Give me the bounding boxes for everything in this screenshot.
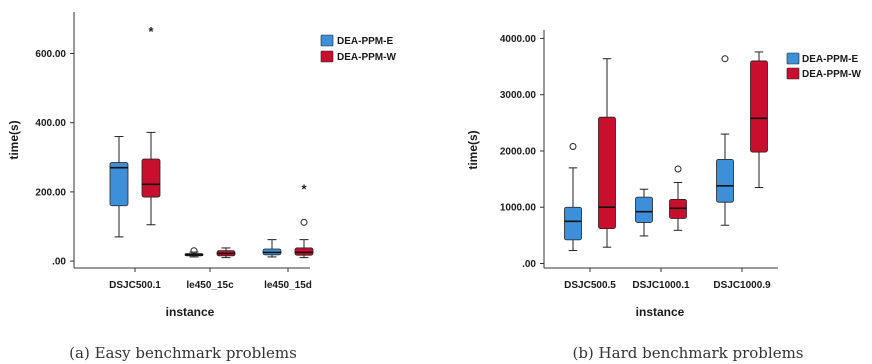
x-tick-label: DSJC500.5 xyxy=(564,280,616,291)
box-w-DSJC500.5 xyxy=(598,58,616,248)
iqr-box xyxy=(716,159,734,203)
legend: DEA-PPM-E DEA-PPM-W xyxy=(786,52,861,80)
caption-easy: (a) Easy benchmark problems xyxy=(69,344,297,362)
x-tick-label: DSJC500.1 xyxy=(109,280,161,291)
iqr-box xyxy=(598,116,616,230)
panel-hard: .00 1000.00 2000.00 3000.00 4000.00 DSJC500.… xyxy=(466,30,861,362)
y-tick-label: .00 xyxy=(52,257,66,268)
box-e-le450_15d xyxy=(262,239,282,258)
boxes: ** xyxy=(109,24,314,259)
box-e-DSJC1000.1 xyxy=(635,188,653,237)
legend-label-w: DEA-PPM-W xyxy=(802,69,861,80)
outlier-point xyxy=(190,247,198,255)
extreme-point: * xyxy=(301,181,307,196)
box-e-DSJC500.5 xyxy=(564,142,582,252)
y-tick-label: 200.00 xyxy=(35,187,66,198)
box-w-le450_15d: * xyxy=(294,181,314,259)
x-ticks: DSJC500.5 DSJC1000.1 DSJC1000.9 xyxy=(564,268,771,291)
legend-label-e: DEA-PPM-E xyxy=(802,54,858,65)
y-tick-label: 600.00 xyxy=(35,49,66,60)
box-e-DSJC1000.9 xyxy=(716,55,734,226)
legend: DEA-PPM-E DEA-PPM-W xyxy=(320,34,396,63)
y-ticks: .00 200.00 400.00 600.00 xyxy=(35,49,74,268)
iqr-box xyxy=(294,247,314,256)
box-w-DSJC1000.1 xyxy=(669,165,687,231)
box-w-DSJC1000.9 xyxy=(750,51,768,189)
y-tick-label: 2000.00 xyxy=(500,146,537,157)
y-tick-label: 1000.00 xyxy=(500,203,537,214)
legend-label-w: DEA-PPM-W xyxy=(337,52,396,63)
legend-label-e: DEA-PPM-E xyxy=(337,36,393,47)
y-tick-label: 3000.00 xyxy=(500,90,537,101)
iqr-box xyxy=(564,206,582,241)
y-tick-label: .00 xyxy=(522,259,536,270)
x-ticks: DSJC500.1 le450_15c le450_15d xyxy=(109,268,312,291)
legend-swatch-w xyxy=(320,50,334,63)
caption-hard: (b) Hard benchmark problems xyxy=(572,344,803,362)
boxes xyxy=(564,51,768,252)
extreme-point: * xyxy=(148,24,154,39)
iqr-box xyxy=(635,196,653,223)
y-tick-label: 4000.00 xyxy=(500,34,537,45)
x-tick-label: DSJC1000.1 xyxy=(632,280,690,291)
iqr-box xyxy=(141,158,161,198)
y-axis-label: time(s) xyxy=(466,130,480,169)
legend-swatch-e xyxy=(786,52,800,65)
legend-swatch-e xyxy=(320,34,334,47)
y-axis-label: time(s) xyxy=(7,120,21,159)
box-e-DSJC500.1 xyxy=(109,136,129,238)
x-axis-label: instance xyxy=(636,305,685,319)
box-w-DSJC500.1: * xyxy=(141,24,161,226)
box-e-le450_15c xyxy=(184,247,204,258)
y-ticks: .00 1000.00 2000.00 3000.00 4000.00 xyxy=(500,34,544,270)
legend-swatch-w xyxy=(786,67,800,80)
panel-easy: .00 200.00 400.00 600.00 DSJC500.1 le450_15c… xyxy=(7,12,396,362)
outlier-point xyxy=(300,218,308,226)
x-tick-label: le450_15d xyxy=(264,280,312,291)
outlier-point xyxy=(569,142,577,150)
outlier-point xyxy=(721,55,729,63)
outlier-point xyxy=(674,165,682,173)
box-w-le450_15c xyxy=(216,247,236,259)
y-tick-label: 400.00 xyxy=(35,118,66,129)
iqr-box xyxy=(750,60,768,153)
x-tick-label: DSJC1000.9 xyxy=(713,280,771,291)
x-tick-label: le450_15c xyxy=(186,280,234,291)
iqr-box xyxy=(109,162,129,207)
x-axis-label: instance xyxy=(166,305,215,319)
